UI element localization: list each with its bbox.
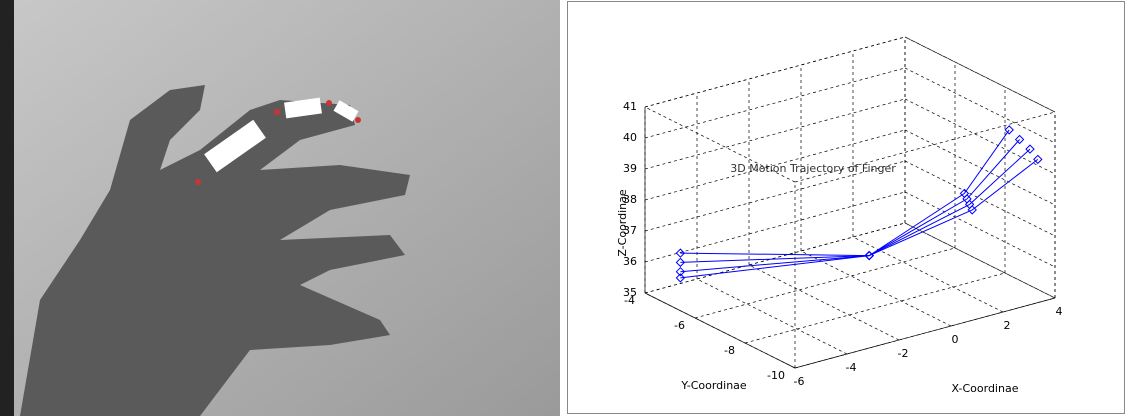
x-tick-label: 4 <box>1056 305 1063 318</box>
z-tick-label: 36 <box>623 255 637 268</box>
hand-photo <box>0 0 560 416</box>
joint <box>355 117 361 123</box>
x-tick-label: 0 <box>952 333 959 346</box>
x-tick-label: -2 <box>898 347 909 360</box>
z-tick-label: 38 <box>623 193 637 206</box>
z-tick-label: 41 <box>623 100 637 113</box>
panel <box>568 2 1125 414</box>
y-tick-label: -6 <box>674 319 685 332</box>
y-axis-label: Y-Coordinae <box>680 379 747 392</box>
x-axis-label: X-Coordinae <box>952 382 1019 395</box>
joint <box>326 100 332 106</box>
joint <box>274 109 280 115</box>
chart: 3D Motion Trajectory of Finger Y-Coordin… <box>567 1 1126 415</box>
x-tick-label: -4 <box>846 361 857 374</box>
z-tick-label: 40 <box>623 131 637 144</box>
chart-title: 3D Motion Trajectory of Finger <box>730 162 896 175</box>
x-tick-label: -6 <box>794 375 805 388</box>
page: 3D Motion Trajectory of Finger Y-Coordin… <box>0 0 1127 416</box>
z-tick-label: 39 <box>623 162 637 175</box>
x-tick-label: 2 <box>1004 319 1011 332</box>
z-tick-label: 37 <box>623 224 637 237</box>
y-tick-label: -4 <box>624 294 635 307</box>
y-tick-label: -8 <box>724 344 735 357</box>
y-tick-label: -10 <box>767 369 785 382</box>
joint <box>195 179 201 185</box>
